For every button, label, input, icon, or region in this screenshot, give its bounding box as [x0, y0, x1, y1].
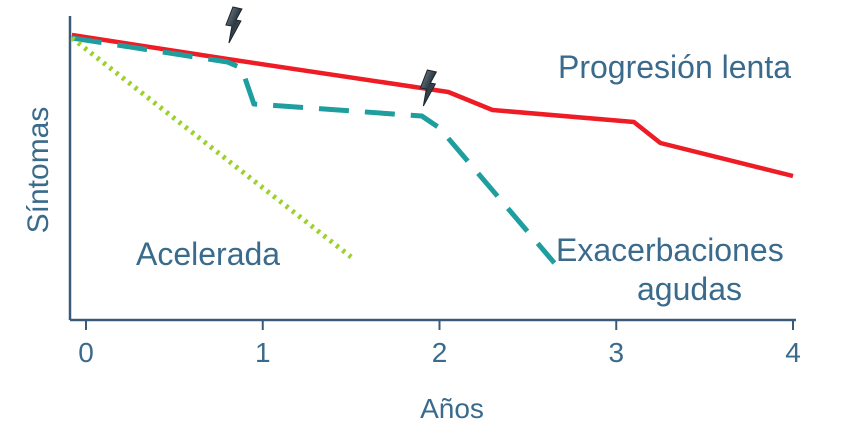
- series-label-exacerbaciones-line1: Exacerbaciones: [556, 232, 784, 268]
- series-line-1: [71, 35, 557, 265]
- x-tick-label-1: 1: [255, 337, 271, 368]
- x-tick-label-3: 3: [608, 337, 624, 368]
- x-tick-label-2: 2: [432, 337, 448, 368]
- lightning-icon: [419, 69, 438, 107]
- series-line-0: [71, 32, 794, 179]
- series-line-2: [70, 36, 353, 259]
- x-tick-label-4: 4: [785, 337, 801, 368]
- series-label-progresion-lenta: Progresión lenta: [558, 49, 791, 85]
- x-axis-title: Años: [420, 393, 484, 424]
- x-tick-label-0: 0: [78, 337, 94, 368]
- lightning-icon: [225, 6, 243, 44]
- y-axis-title: Síntomas: [22, 107, 55, 234]
- series-label-acelerada: Acelerada: [136, 236, 280, 272]
- series-label-exacerbaciones-line2: agudas: [637, 271, 742, 307]
